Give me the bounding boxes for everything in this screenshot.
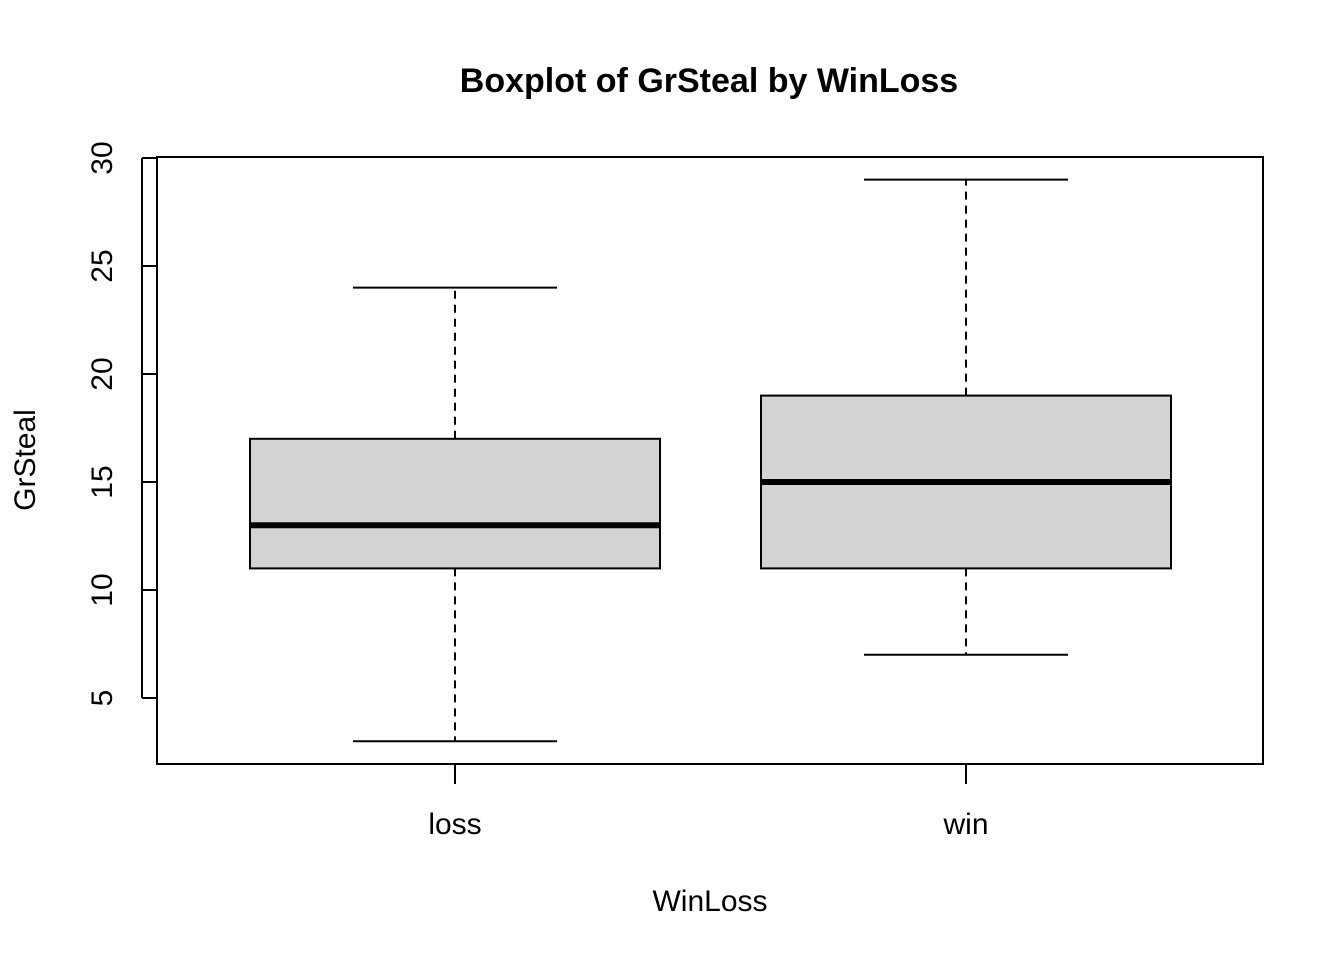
- chart-title: Boxplot of GrSteal by WinLoss: [460, 62, 958, 100]
- boxes: [249, 178, 1172, 743]
- y-tick-label: 15: [86, 465, 119, 498]
- x-tick-label: loss: [428, 808, 481, 841]
- x-tick-label: win: [942, 808, 988, 841]
- y-tick-label: 10: [86, 573, 119, 606]
- x-axis-label: WinLoss: [652, 885, 767, 918]
- plot-frame: [156, 156, 1264, 765]
- y-tick-label: 20: [86, 357, 119, 390]
- x-axis: loss win: [428, 764, 989, 841]
- y-axis: 5 10 15 20 25 30: [86, 141, 157, 706]
- box-loss: [249, 286, 661, 743]
- y-tick-label: 25: [86, 249, 119, 282]
- iqr-box: [249, 437, 661, 570]
- box-win: [760, 178, 1172, 656]
- y-tick-label: 5: [86, 690, 119, 707]
- y-axis-label: GrSteal: [9, 409, 42, 511]
- y-tick-label: 30: [86, 141, 119, 174]
